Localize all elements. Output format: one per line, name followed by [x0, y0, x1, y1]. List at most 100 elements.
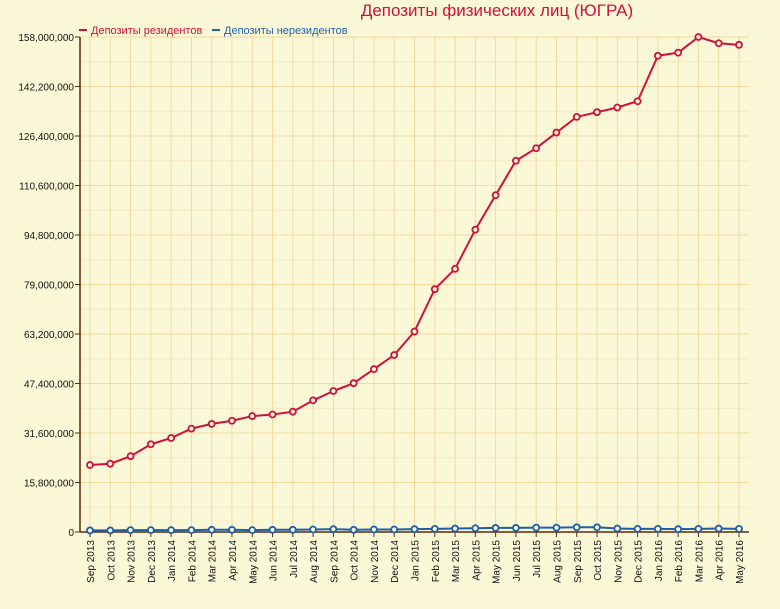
- data-point-residents[interactable]: [735, 40, 743, 49]
- data-point-residents[interactable]: [187, 424, 196, 433]
- data-point-nonresidents[interactable]: [146, 526, 155, 535]
- data-point-nonresidents[interactable]: [309, 525, 317, 534]
- x-tick-label: Jan 2014: [167, 540, 178, 582]
- data-point-nonresidents[interactable]: [410, 525, 419, 534]
- x-tick-label: Nov 2015: [613, 540, 624, 583]
- x-tick-label: Mar 2014: [208, 540, 219, 583]
- x-tick-label: Jun 2015: [512, 540, 523, 582]
- data-point-residents[interactable]: [512, 156, 520, 165]
- data-point-residents[interactable]: [390, 351, 399, 359]
- x-tick-label: Aug 2015: [552, 540, 563, 583]
- data-point-residents[interactable]: [248, 412, 257, 420]
- data-point-residents[interactable]: [207, 420, 216, 428]
- x-tick-label: Apr 2016: [715, 540, 726, 581]
- data-point-nonresidents[interactable]: [593, 523, 601, 532]
- data-point-nonresidents[interactable]: [471, 524, 480, 533]
- data-point-nonresidents[interactable]: [552, 523, 561, 532]
- data-point-residents[interactable]: [491, 191, 500, 200]
- legend-label-residents: Депозиты резидентов: [91, 25, 203, 37]
- x-tick-label: May 2016: [735, 540, 746, 584]
- data-point-residents[interactable]: [126, 452, 135, 461]
- y-tick-label: 15,800,000: [24, 479, 74, 490]
- data-point-residents[interactable]: [572, 112, 581, 121]
- data-point-residents[interactable]: [288, 407, 297, 416]
- data-point-residents[interactable]: [471, 225, 480, 234]
- data-point-residents[interactable]: [167, 434, 176, 442]
- data-point-residents[interactable]: [593, 108, 601, 117]
- data-point-nonresidents[interactable]: [268, 525, 277, 534]
- data-point-nonresidents[interactable]: [349, 525, 358, 534]
- data-point-nonresidents[interactable]: [653, 524, 662, 533]
- data-point-nonresidents[interactable]: [512, 524, 520, 532]
- y-tick-label: 110,600,000: [19, 182, 74, 193]
- x-tick-label: Mar 2015: [451, 540, 462, 583]
- data-point-residents[interactable]: [653, 51, 662, 60]
- y-tick-label: 47,400,000: [24, 380, 74, 391]
- data-point-residents[interactable]: [552, 128, 561, 137]
- grid: [80, 36, 749, 533]
- data-point-nonresidents[interactable]: [228, 525, 236, 534]
- y-tick-label: 0: [68, 528, 74, 539]
- data-point-nonresidents[interactable]: [613, 524, 622, 533]
- chart-title: Депозиты физических лиц (ЮГРА): [361, 1, 633, 20]
- x-tick-label: Sep 2013: [86, 540, 97, 583]
- x-tick-label: Oct 2014: [350, 540, 361, 581]
- data-point-nonresidents[interactable]: [167, 526, 176, 535]
- data-point-residents[interactable]: [633, 97, 642, 106]
- data-point-nonresidents[interactable]: [694, 524, 703, 533]
- data-point-nonresidents[interactable]: [491, 524, 500, 532]
- data-point-nonresidents[interactable]: [329, 525, 338, 534]
- x-axis-ticks: Sep 2013 Oct 2013 Nov 2013 Dec 2013 Jan 2014…: [86, 532, 746, 584]
- data-point-residents[interactable]: [106, 459, 115, 468]
- data-point-nonresidents[interactable]: [572, 523, 581, 532]
- data-point-nonresidents[interactable]: [248, 526, 257, 535]
- data-point-nonresidents[interactable]: [207, 525, 216, 534]
- y-axis-ticks: 0 15,800,000 31,600,000 47,400,000 63,200,00…: [18, 33, 80, 539]
- data-point-nonresidents[interactable]: [126, 526, 135, 535]
- data-point-residents[interactable]: [86, 461, 94, 469]
- data-point-residents[interactable]: [613, 103, 622, 112]
- data-point-nonresidents[interactable]: [106, 526, 115, 535]
- data-point-nonresidents[interactable]: [714, 524, 723, 533]
- x-tick-label: Jan 2016: [654, 540, 665, 582]
- data-point-nonresidents[interactable]: [370, 525, 378, 534]
- data-point-residents[interactable]: [370, 365, 378, 373]
- data-point-residents[interactable]: [329, 387, 338, 395]
- data-point-nonresidents[interactable]: [735, 524, 743, 533]
- data-point-residents[interactable]: [268, 410, 277, 419]
- data-point-nonresidents[interactable]: [86, 526, 94, 535]
- data-point-residents[interactable]: [349, 379, 358, 388]
- data-point-nonresidents[interactable]: [288, 525, 297, 534]
- x-tick-label: Jun 2014: [269, 540, 280, 582]
- data-point-residents[interactable]: [309, 396, 317, 405]
- data-point-nonresidents[interactable]: [451, 524, 459, 533]
- x-tick-label: Apr 2014: [228, 540, 239, 581]
- data-point-residents[interactable]: [410, 327, 419, 336]
- series-group: [86, 33, 743, 535]
- data-point-residents[interactable]: [714, 39, 723, 48]
- data-point-residents[interactable]: [451, 264, 459, 273]
- x-tick-label: Sep 2015: [573, 540, 584, 583]
- data-point-nonresidents[interactable]: [633, 524, 642, 533]
- x-tick-label: Oct 2013: [106, 540, 117, 581]
- y-tick-label: 79,000,000: [24, 281, 74, 292]
- data-point-residents[interactable]: [694, 33, 703, 41]
- data-point-nonresidents[interactable]: [532, 523, 541, 532]
- legend: Депозиты резидентов Депозиты нерезиденто…: [79, 25, 348, 37]
- data-point-nonresidents[interactable]: [187, 526, 196, 535]
- data-point-nonresidents[interactable]: [430, 524, 439, 533]
- data-point-residents[interactable]: [430, 285, 439, 294]
- data-point-nonresidents[interactable]: [390, 525, 399, 534]
- data-point-residents[interactable]: [228, 416, 236, 425]
- data-point-residents[interactable]: [674, 48, 683, 57]
- data-point-residents[interactable]: [532, 144, 541, 153]
- x-tick-label: May 2014: [248, 540, 259, 584]
- x-tick-label: Dec 2013: [147, 540, 158, 583]
- x-tick-label: Jul 2015: [532, 540, 543, 578]
- x-tick-label: Feb 2016: [674, 540, 685, 583]
- legend-label-nonresidents: Депозиты нерезидентов: [224, 25, 348, 37]
- data-point-nonresidents[interactable]: [674, 525, 683, 534]
- y-tick-label: 126,400,000: [18, 132, 74, 143]
- data-point-residents[interactable]: [146, 440, 155, 449]
